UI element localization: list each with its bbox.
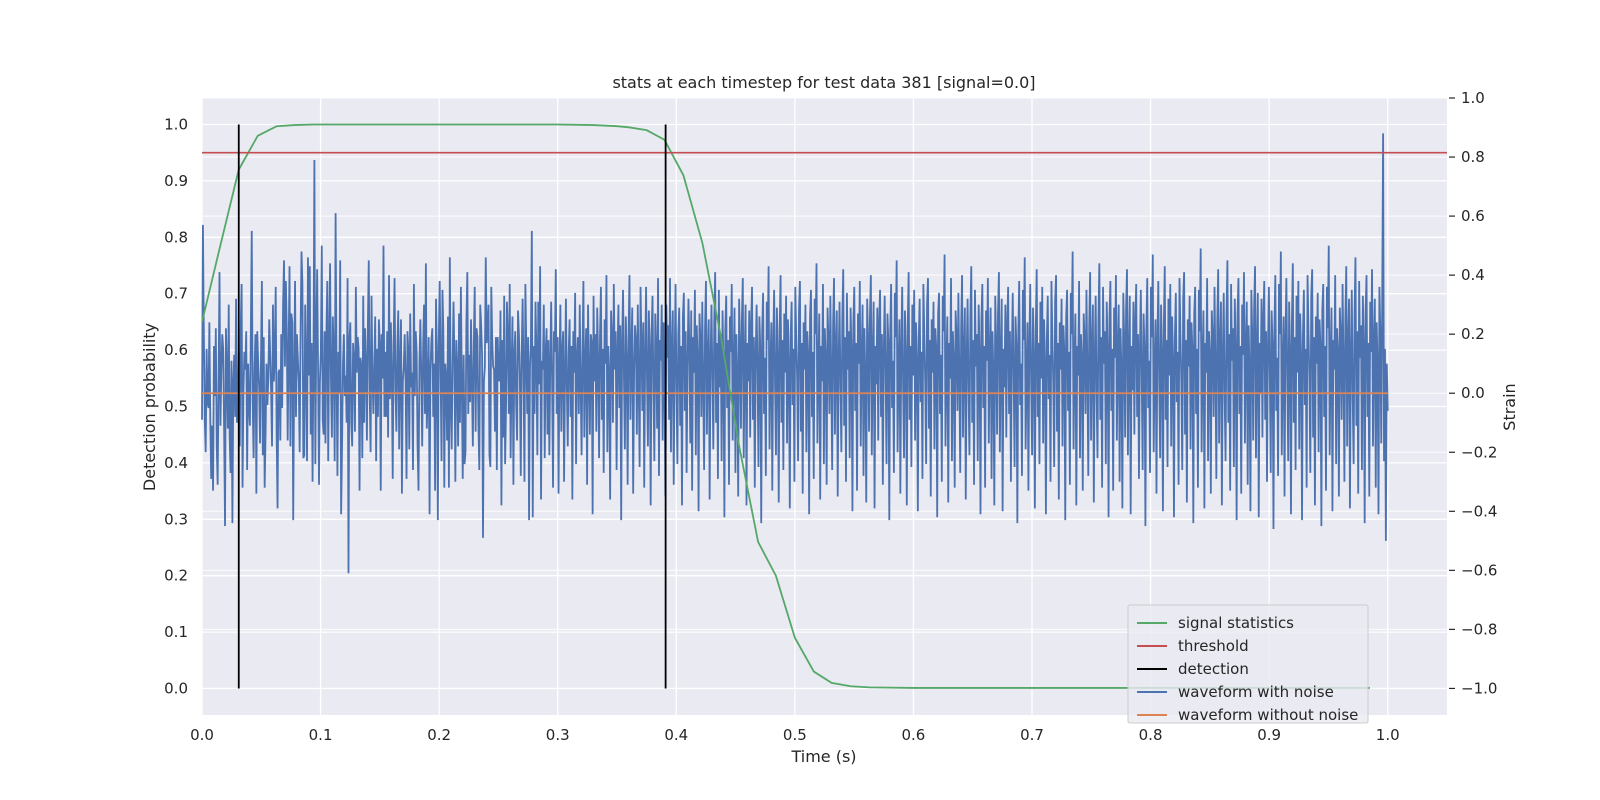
detection-lines	[237, 124, 667, 689]
x-tick-label: 1.0	[1376, 726, 1400, 744]
series-layer	[201, 123, 1447, 689]
legend-label: signal statistics	[1178, 614, 1294, 632]
y-axis-ticks: 0.0 0.1 0.2 0.3 0.4 0.5 0.6 0.7 0.8 0.9 1.0	[164, 116, 188, 698]
waveform-with-noise-line	[201, 133, 1389, 574]
x-axis-ticks: 0.0 0.1 0.2 0.3 0.4 0.5 0.6 0.7 0.8 0.9 1.0	[190, 726, 1400, 744]
signal-statistics-line	[201, 123, 1370, 689]
legend-label: waveform with noise	[1178, 683, 1334, 701]
x-tick-label: 0.7	[1020, 726, 1044, 744]
y2-tick-label: 0.2	[1461, 325, 1485, 343]
y2-tick-label: −1.0	[1461, 679, 1497, 697]
y-tick-label: 0.3	[164, 510, 188, 528]
x-tick-label: 0.9	[1257, 726, 1281, 744]
legend-items: signal statistics threshold detection wavef…	[1137, 614, 1358, 724]
x-tick-label: 0.1	[309, 726, 333, 744]
y2-tick-label: −0.4	[1461, 502, 1497, 520]
y-tick-label: 0.9	[164, 172, 188, 190]
x-tick-label: 0.6	[901, 726, 925, 744]
chart-title: stats at each timestep for test data 381…	[612, 73, 1035, 92]
legend-label: waveform without noise	[1178, 706, 1358, 724]
x-tick-label: 0.8	[1139, 726, 1163, 744]
legend: signal statistics threshold detection wavef…	[1127, 604, 1369, 724]
y2-tick-label: 1.0	[1461, 89, 1485, 107]
y2-tick-label: −0.6	[1461, 561, 1497, 579]
y2-tick-label: 0.0	[1461, 384, 1485, 402]
legend-label: threshold	[1178, 637, 1249, 655]
x-tick-label: 0.0	[190, 726, 214, 744]
legend-box	[1127, 604, 1369, 724]
y-tick-label: 0.6	[164, 341, 188, 359]
x-tick-label: 0.5	[783, 726, 807, 744]
x-tick-label: 0.2	[427, 726, 451, 744]
x-axis-label: Time (s)	[790, 747, 856, 766]
y-tick-label: 0.8	[164, 228, 188, 246]
x-tick-label: 0.4	[664, 726, 688, 744]
y2-axis-label: Strain	[1500, 383, 1519, 430]
y-tick-label: 0.7	[164, 285, 188, 303]
y2-tick-label: −0.8	[1461, 620, 1497, 638]
y2-tick-label: 0.8	[1461, 148, 1485, 166]
legend-label: detection	[1178, 660, 1249, 678]
y2-tick-label: 0.6	[1461, 207, 1485, 225]
y-tick-label: 0.5	[164, 398, 188, 416]
grid-lines	[201, 97, 1447, 715]
y-tick-label: 0.1	[164, 623, 188, 641]
y2-axis-ticks: −1.0 −0.8 −0.6 −0.4 −0.2 0.0 0.2 0.4 0.6 0.8 1.0	[1449, 89, 1497, 697]
y-tick-label: 0.0	[164, 679, 188, 697]
y2-tick-label: −0.2	[1461, 443, 1497, 461]
x-tick-label: 0.3	[546, 726, 570, 744]
y2-tick-label: 0.4	[1461, 266, 1485, 284]
y-axis-label: Detection probability	[140, 323, 159, 491]
y-tick-label: 1.0	[164, 116, 188, 134]
y-tick-label: 0.4	[164, 454, 188, 472]
y-tick-label: 0.2	[164, 567, 188, 585]
